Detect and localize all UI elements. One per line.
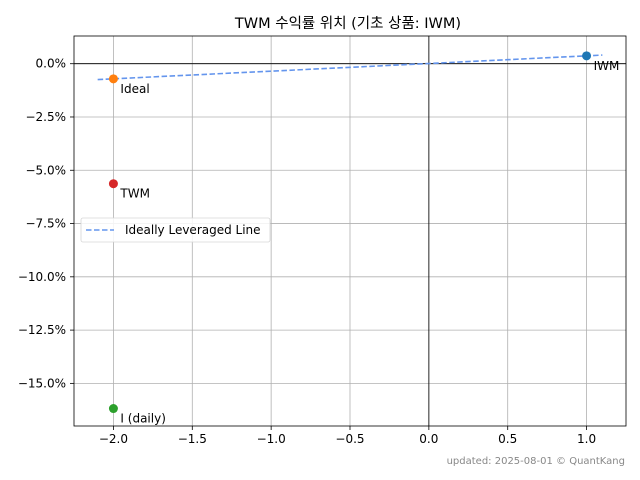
- x-tick-label: 0.0: [419, 432, 438, 446]
- legend-box: [80, 217, 271, 243]
- ticks-layer: −2.0 −1.5 −1.0 −0.5 0.0 0.5 1.0 0.0% −2.5% −5.0% −…: [18, 57, 596, 446]
- y-tick-label: −2.5%: [25, 110, 66, 124]
- x-tick-label: −1.5: [178, 432, 207, 446]
- legend-entry-ideally-leveraged-line: Ideally Leveraged Line: [125, 223, 261, 237]
- ideally-leveraged-line: [97, 54, 603, 81]
- legend: Ideally Leveraged Line: [80, 217, 271, 243]
- y-tick-label: −10.0%: [18, 270, 66, 284]
- point-iwm: [582, 51, 592, 61]
- x-tick-label: −2.0: [99, 432, 128, 446]
- point-label-iwm: IWM: [594, 59, 620, 73]
- zero-axes: [74, 36, 626, 426]
- point-label-ideal: Ideal: [120, 82, 149, 96]
- x-tick-label: −0.5: [335, 432, 364, 446]
- footer-note: updated: 2025-08-01 © QuantKang: [447, 456, 625, 467]
- x-tick-label: 1.0: [577, 432, 596, 446]
- point-ideal: [108, 74, 118, 84]
- y-tick-label: −5.0%: [25, 163, 66, 177]
- point-i-daily: [108, 404, 118, 414]
- points-layer: IWM Ideal TWM I (daily): [108, 51, 620, 426]
- x-tick-label: −1.0: [257, 432, 286, 446]
- y-tick-label: −7.5%: [25, 217, 66, 231]
- y-tick-label: −15.0%: [18, 376, 66, 390]
- y-tick-label: −12.5%: [18, 323, 66, 337]
- point-twm: [108, 179, 118, 189]
- point-label-twm: TWM: [119, 187, 150, 201]
- x-tick-label: 0.5: [498, 432, 517, 446]
- plot-frame: [73, 35, 627, 427]
- point-label-i-daily: I (daily): [120, 412, 165, 426]
- chart-title: TWM 수익률 위치 (기초 상품: IWM): [234, 15, 461, 32]
- y-tick-label: 0.0%: [36, 57, 67, 71]
- series-layer: [97, 54, 603, 81]
